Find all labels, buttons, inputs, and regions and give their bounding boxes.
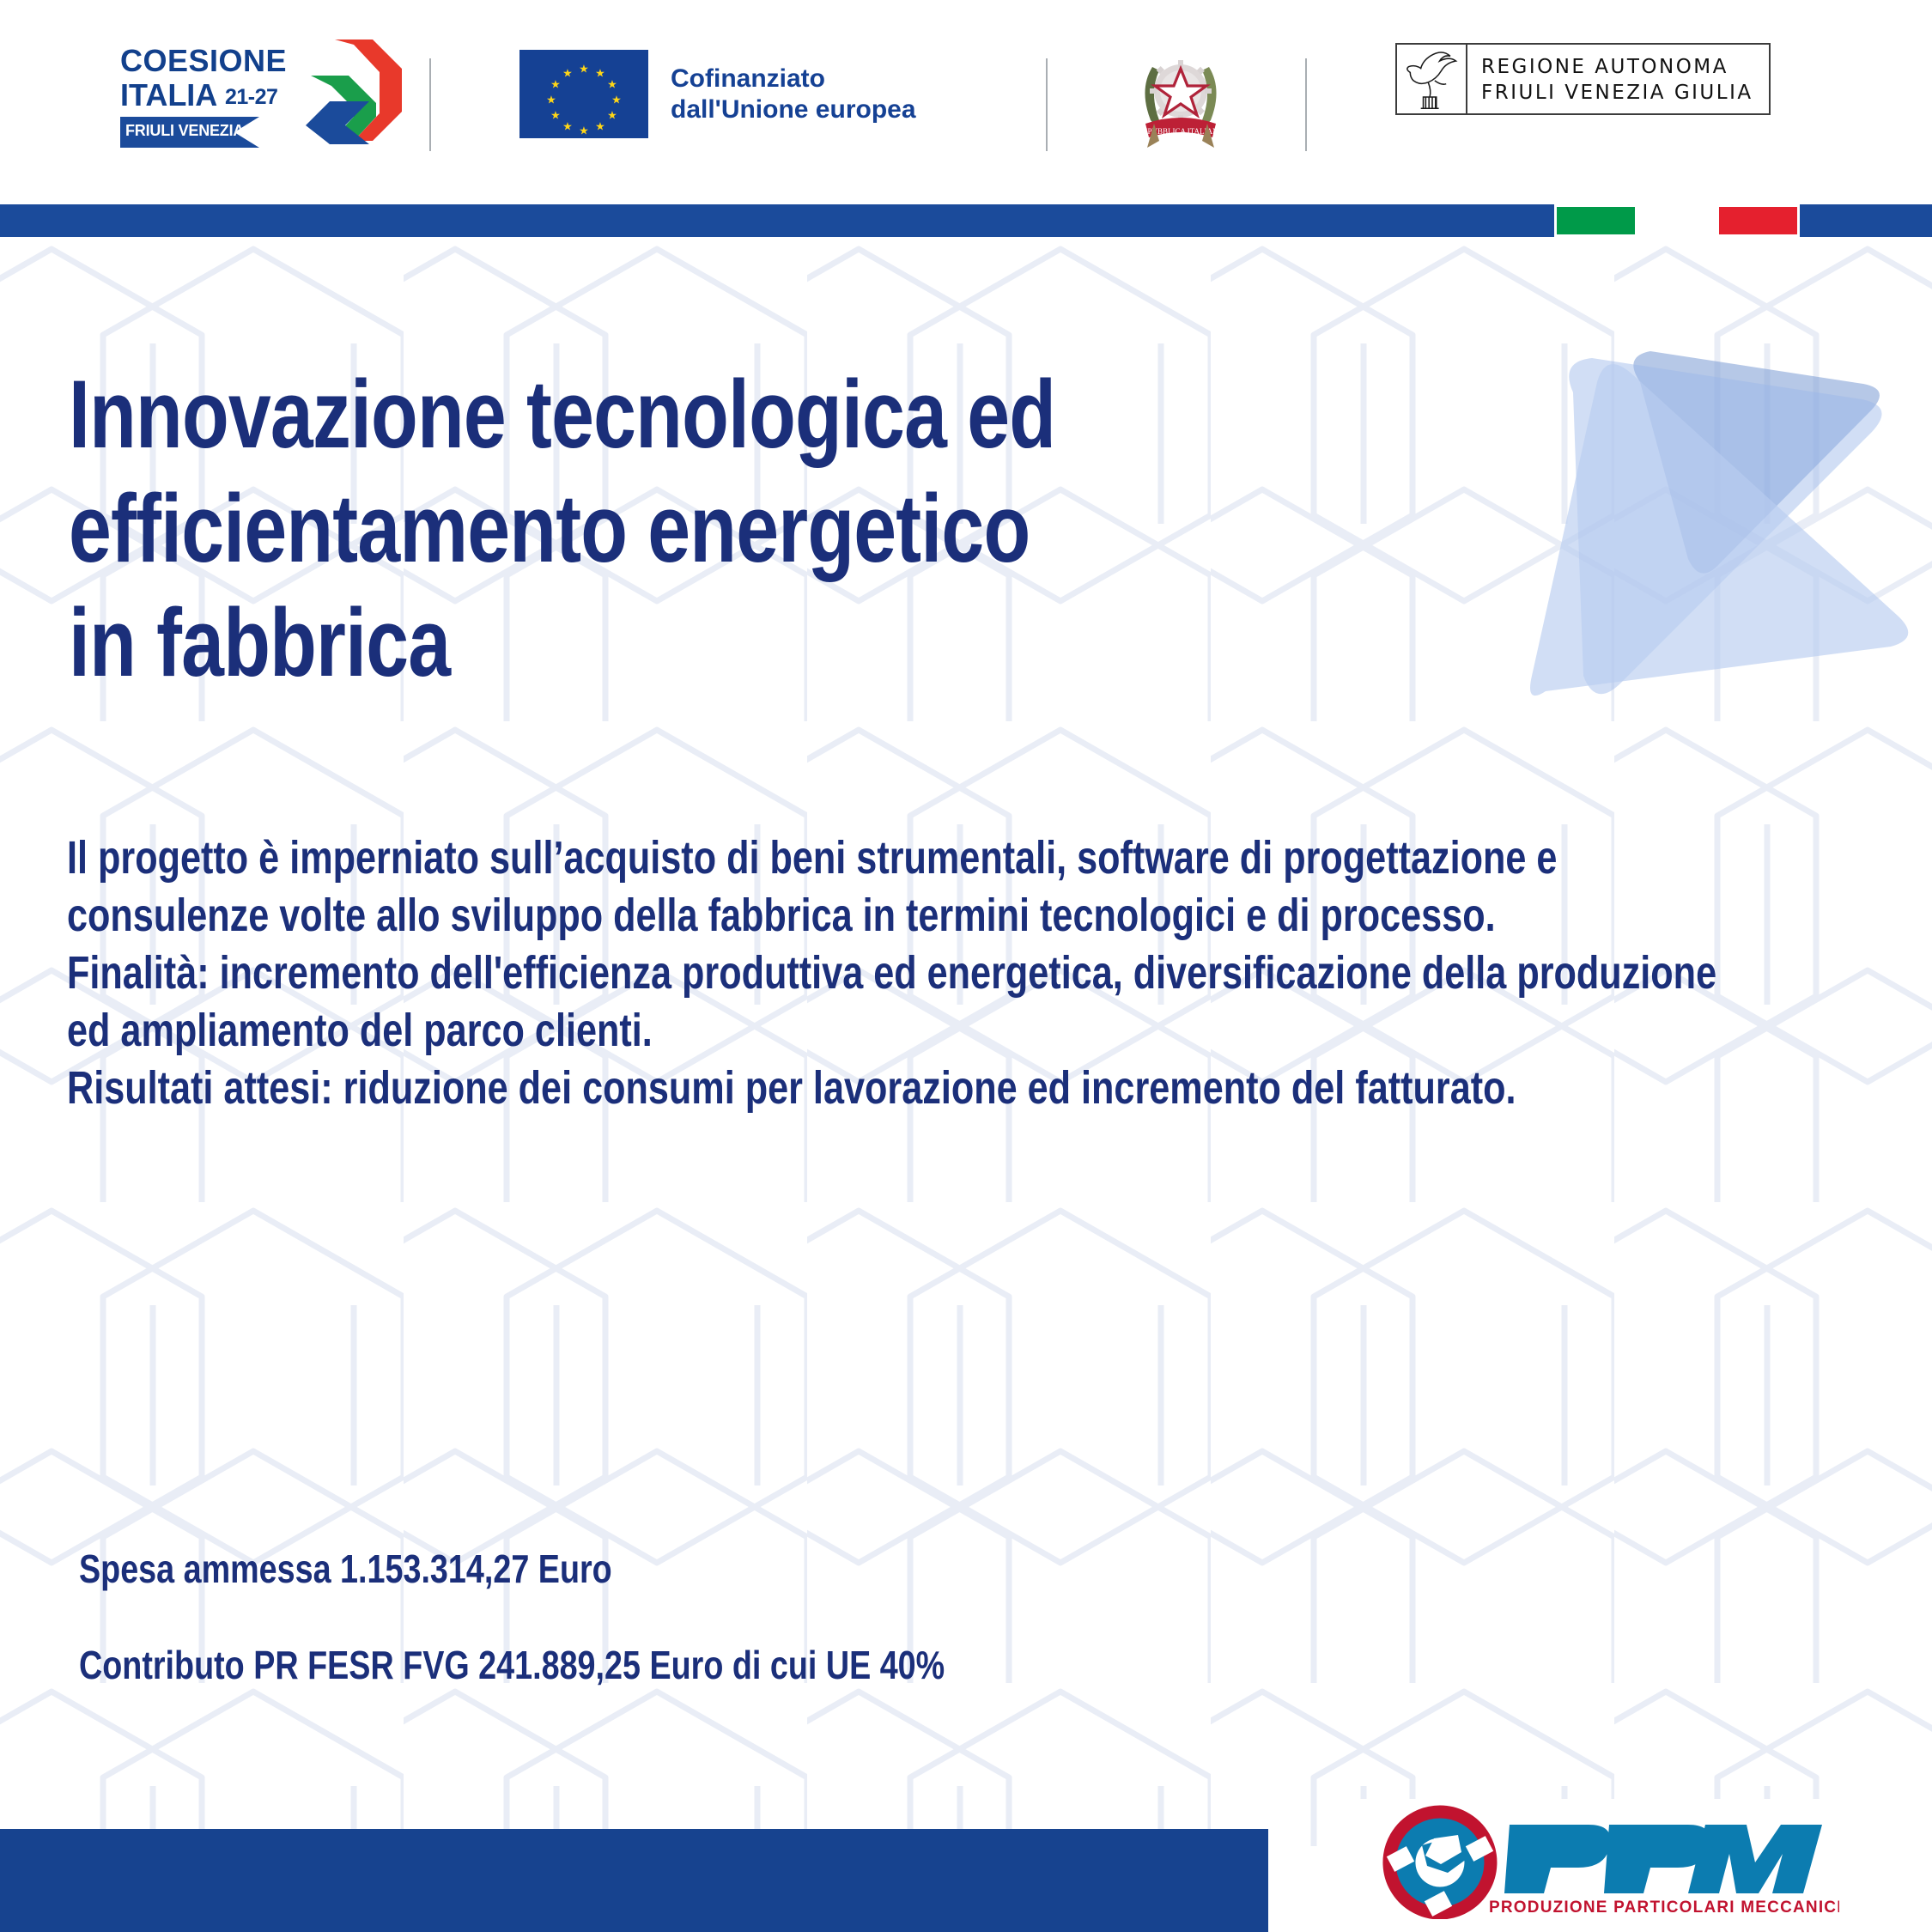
coesione-italia-logo: COESIONE ITALIA 21-27 FRIULI VENEZIA GIU… xyxy=(120,39,404,149)
regione-fvg-logo: REGIONE AUTONOMA FRIULI VENEZIA GIULIA xyxy=(1395,43,1771,115)
regione-line1: REGIONE AUTONOMA xyxy=(1481,56,1728,78)
divider-1 xyxy=(429,58,431,151)
flag-white xyxy=(1637,204,1716,237)
divider-3 xyxy=(1305,58,1307,151)
page-title: Innovazione tecnologica ed efficientamen… xyxy=(69,361,1056,696)
eu-flag-icon: ★ ★ ★ ★ ★ ★ ★ ★ ★ ★ ★ ★ xyxy=(519,50,648,138)
header-logo-bar: COESIONE ITALIA 21-27 FRIULI VENEZIA GIU… xyxy=(0,0,1932,204)
coesione-ribbon-label: FRIULI VENEZIA GIULIA xyxy=(125,122,300,139)
spesa-ammessa-line: Spesa ammessa 1.153.314,27 Euro xyxy=(79,1546,612,1591)
eu-cofinanced-logo: ★ ★ ★ ★ ★ ★ ★ ★ ★ ★ ★ ★ Cofinanziato dal… xyxy=(519,50,916,138)
flag-red xyxy=(1716,204,1800,237)
coesione-italia-word: ITALIA xyxy=(120,77,216,112)
coesione-chevron-icon xyxy=(306,39,402,144)
italian-flag-accent xyxy=(1554,204,1800,237)
fvg-eagle-icon xyxy=(1397,45,1467,113)
svg-text:REPVBBLICA ITALIANA: REPVBBLICA ITALIANA xyxy=(1138,127,1224,136)
flag-green xyxy=(1554,204,1638,237)
regione-line2: FRIULI VENEZIA GIULIA xyxy=(1481,82,1753,104)
contributo-line: Contributo PR FESR FVG 241.889,25 Euro d… xyxy=(79,1643,945,1687)
coesione-line1: COESIONE xyxy=(120,43,288,78)
eu-caption: Cofinanziato dall'Unione europea xyxy=(671,64,916,124)
main-content: Innovazione tecnologica ed efficientamen… xyxy=(0,237,1932,1829)
coesione-line2: ITALIA 21-27 xyxy=(120,77,278,113)
divider-2 xyxy=(1046,58,1048,151)
coesione-region-ribbon: FRIULI VENEZIA GIULIA xyxy=(120,117,259,148)
italian-republic-emblem: REPVBBLICA ITALIANA xyxy=(1138,60,1224,148)
project-description: Il progetto è imperniato sull’acquisto d… xyxy=(67,832,1717,1114)
ppm-logo: PRODUZIONE PARTICOLARI MECCANICI xyxy=(1358,1799,1839,1919)
bottom-blue-band xyxy=(0,1829,1268,1932)
ppm-tagline: PRODUZIONE PARTICOLARI MECCANICI xyxy=(1489,1899,1839,1917)
coesione-years: 21-27 xyxy=(225,85,278,109)
